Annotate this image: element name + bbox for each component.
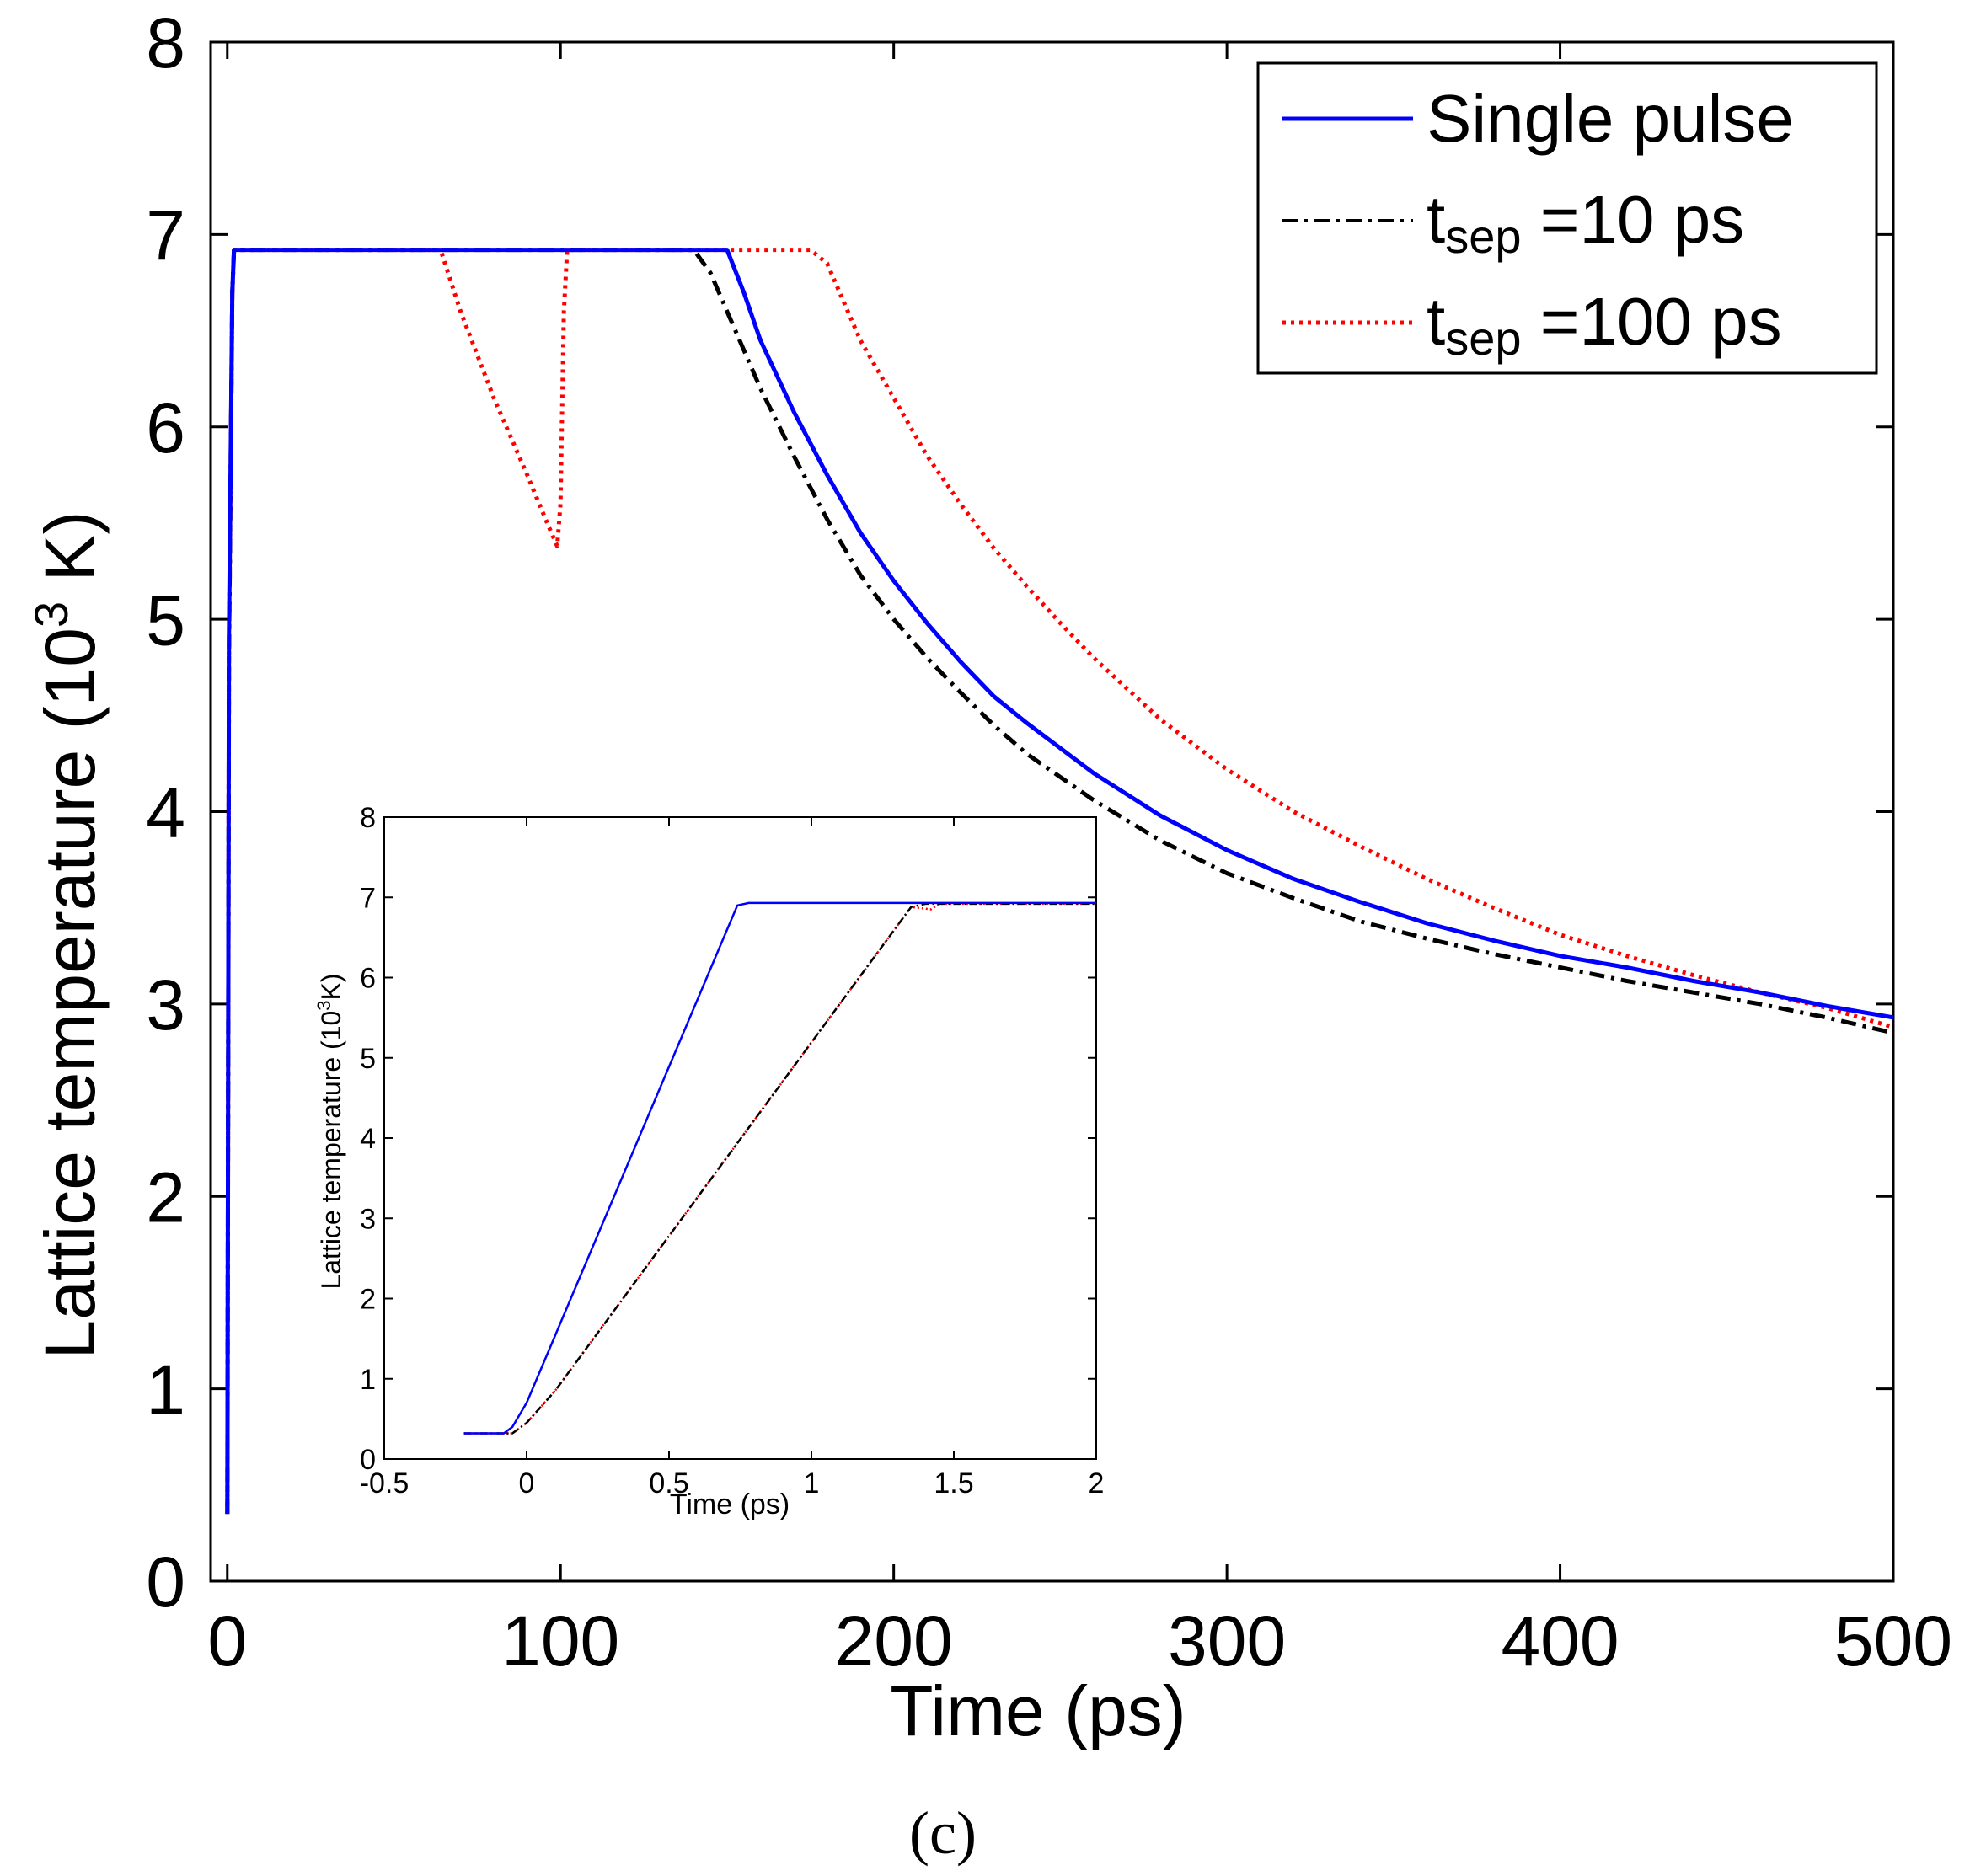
main-x-tick-label: 500 — [1834, 1601, 1952, 1681]
inset-x-axis-label: Time (ps) — [670, 1489, 790, 1521]
inset-x-tick-label: 1.5 — [934, 1467, 973, 1499]
legend-label-tsep-100: tsep =100 ps — [1427, 284, 1782, 365]
inset-y-tick-label: 5 — [360, 1043, 376, 1075]
figure-label: (c) — [909, 1799, 977, 1867]
main-x-tick-label: 400 — [1501, 1601, 1619, 1681]
inset-x-tick-label: 0.5 — [649, 1467, 688, 1499]
main-y-tick-label: 5 — [146, 580, 185, 660]
inset-y-tick-label: 1 — [360, 1364, 376, 1396]
legend: Single pulse tsep =10 ps tsep =100 ps — [1256, 61, 1878, 375]
main-y-tick-label: 6 — [146, 388, 185, 468]
main-x-tick-label: 0 — [207, 1601, 247, 1681]
inset-y-tick-label: 4 — [360, 1123, 376, 1155]
main-x-tick-label: 300 — [1168, 1601, 1286, 1681]
main-y-tick-label: 7 — [146, 196, 185, 275]
main-y-axis-label: Lattice temperature (103 K) — [24, 511, 110, 1360]
inset-x-tick-label: 0 — [519, 1467, 535, 1499]
inset-y-axis-label: Lattice temperature (103K) — [313, 973, 346, 1289]
main-y-tick-label: 2 — [146, 1157, 185, 1237]
inset-series-single-pulse — [463, 901, 1096, 1435]
legend-label-tsep-10: tsep =10 ps — [1427, 182, 1744, 263]
legend-label-single-pulse: Single pulse — [1427, 81, 1794, 156]
inset-y-tick-label: 6 — [360, 963, 376, 995]
main-y-tick-label: 4 — [146, 773, 185, 852]
main-x-tick-label: 100 — [501, 1601, 619, 1681]
inset-x-tick-label: -0.5 — [360, 1467, 410, 1499]
main-x-tick-label: 200 — [835, 1601, 953, 1681]
main-series-tsep-10-ps — [225, 248, 1894, 1515]
inset-y-tick-label: 8 — [360, 802, 376, 834]
inset-x-tick-label: 1 — [804, 1467, 820, 1499]
main-series-single-pulse — [225, 248, 1894, 1515]
inset-y-tick-label: 3 — [360, 1203, 376, 1235]
main-y-tick-label: 8 — [146, 3, 185, 83]
main-y-tick-label: 0 — [146, 1542, 185, 1622]
main-y-tick-label: 3 — [146, 965, 185, 1045]
main-x-axis-label: Time (ps) — [890, 1671, 1186, 1750]
inset-y-tick-label: 2 — [360, 1284, 376, 1316]
inset-y-tick-label: 7 — [360, 882, 376, 914]
inset-y-tick-label: 0 — [360, 1444, 376, 1476]
inset-x-tick-label: 2 — [1089, 1467, 1105, 1499]
main-y-tick-label: 1 — [146, 1350, 185, 1430]
